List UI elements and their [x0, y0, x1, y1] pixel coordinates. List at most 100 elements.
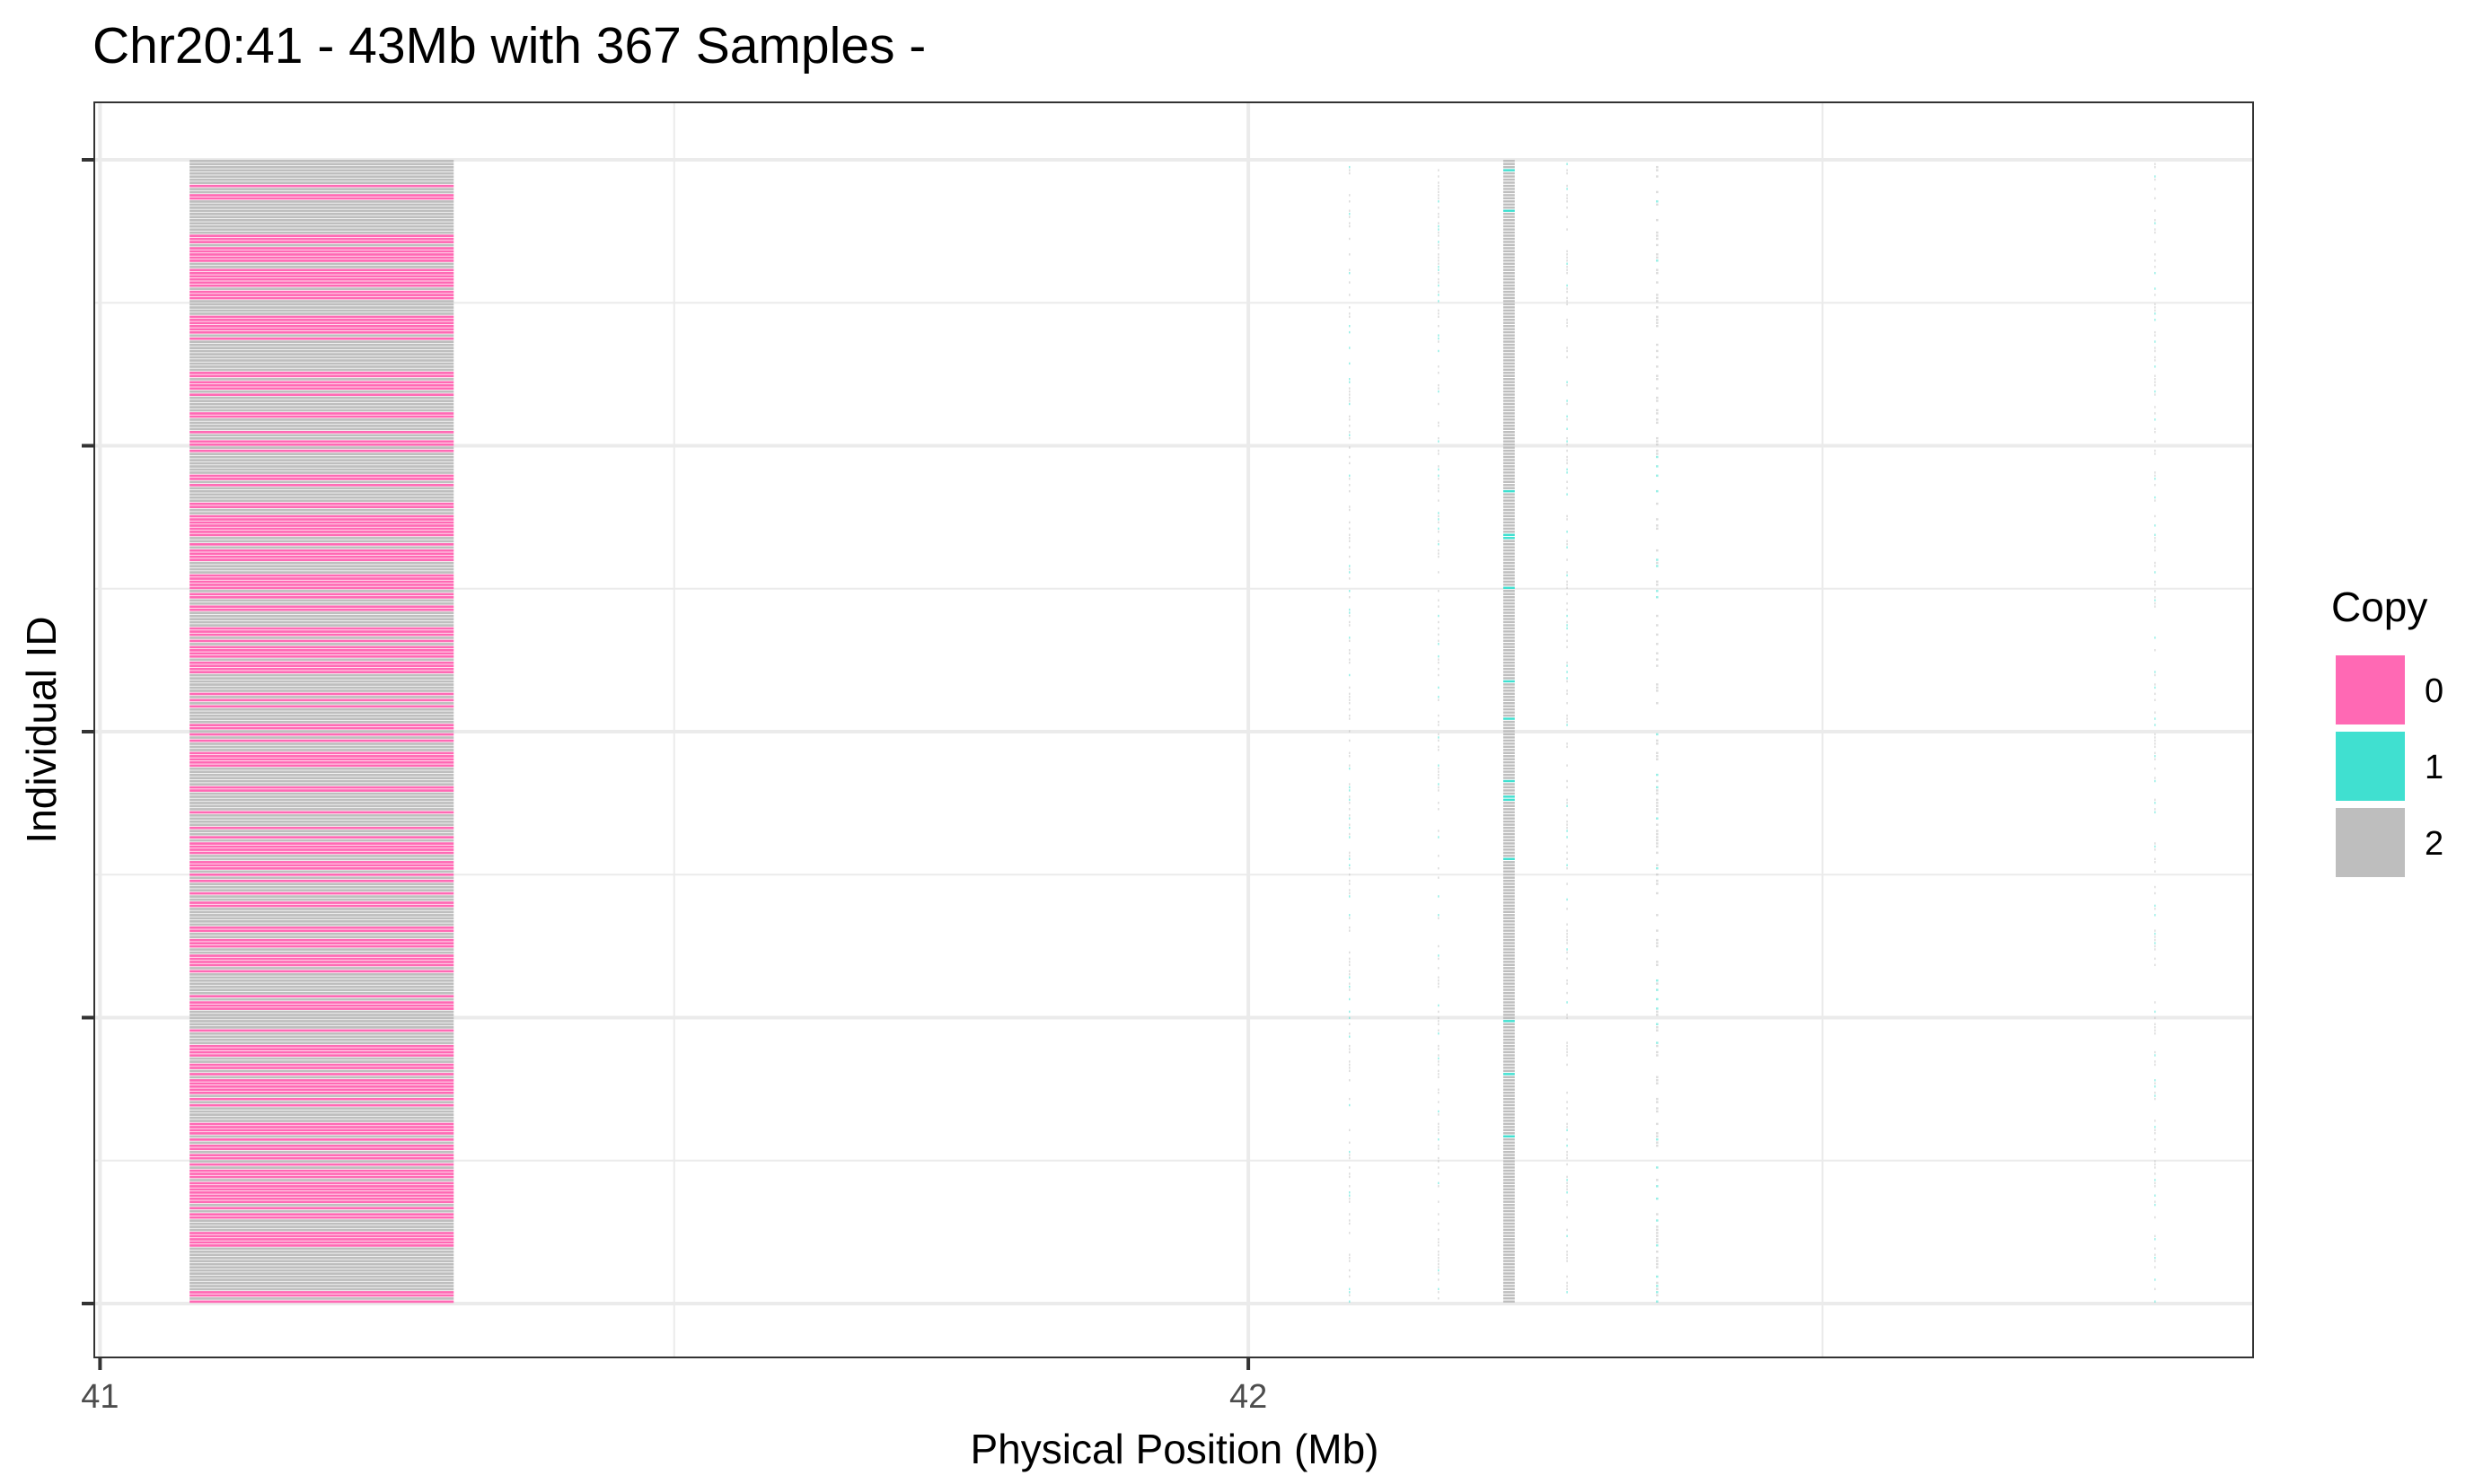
data-cell	[1349, 546, 1351, 549]
data-cell	[189, 296, 454, 300]
data-cell	[1566, 574, 1568, 577]
data-cell	[2154, 1266, 2156, 1269]
data-cell	[1502, 995, 1515, 997]
data-cell	[1502, 1113, 1515, 1116]
data-cell	[1502, 584, 1515, 586]
data-cell	[1502, 1126, 1515, 1128]
data-cell	[1566, 284, 1568, 287]
data-cell	[1349, 474, 1351, 478]
data-cell	[1349, 786, 1351, 789]
data-cell	[1349, 1172, 1351, 1175]
data-cell	[2154, 1010, 2156, 1014]
data-cell	[1502, 1297, 1515, 1300]
data-cell	[2154, 1063, 2156, 1067]
data-cell	[1502, 967, 1515, 970]
data-cell	[2154, 418, 2156, 421]
data-cell	[1502, 1234, 1515, 1238]
data-cell	[1656, 1291, 1659, 1294]
data-cell	[189, 1156, 454, 1160]
data-cell	[2154, 1247, 2156, 1250]
data-cell	[1349, 717, 1351, 720]
data-cell	[1438, 1010, 1439, 1014]
data-cell	[189, 1222, 454, 1225]
data-cell	[1349, 1044, 1351, 1048]
data-cell	[1502, 1175, 1515, 1179]
data-cell	[189, 328, 454, 331]
data-cell	[189, 1169, 454, 1172]
data-cell	[2154, 294, 2156, 296]
data-cell	[1656, 1285, 1659, 1287]
data-cell	[1502, 493, 1515, 496]
data-cell	[1656, 400, 1659, 402]
data-cell	[1438, 786, 1439, 789]
data-cell	[189, 982, 454, 986]
data-cell	[1349, 973, 1351, 976]
data-cell	[1349, 347, 1351, 349]
data-cell	[1438, 1132, 1439, 1135]
data-cell	[2154, 383, 2156, 387]
data-cell	[1656, 1300, 1659, 1303]
data-cell	[1502, 555, 1515, 558]
data-cell	[1349, 696, 1351, 698]
data-cell	[189, 1069, 454, 1073]
data-cell	[1438, 1272, 1439, 1275]
x-tick-label: 41	[81, 1378, 119, 1416]
data-cell	[1566, 162, 1568, 165]
segment-thin-line-5	[2154, 162, 2156, 1303]
data-cell	[1349, 1275, 1351, 1278]
data-cell	[189, 162, 454, 166]
data-cell	[2154, 767, 2156, 770]
data-cell	[1438, 917, 1439, 919]
data-cell	[1438, 1091, 1439, 1094]
data-cell	[1656, 702, 1659, 705]
data-cell	[2154, 1166, 2156, 1169]
data-cell	[1656, 742, 1659, 745]
data-cell	[1438, 599, 1439, 602]
data-cell	[1349, 484, 1351, 487]
data-cell	[1349, 673, 1351, 677]
data-cell	[1502, 1054, 1515, 1057]
data-cell	[1656, 1110, 1659, 1113]
data-cell	[1502, 328, 1515, 330]
data-cell	[189, 1216, 454, 1219]
data-cell	[1502, 262, 1515, 265]
data-cell	[1349, 253, 1351, 256]
data-cell	[1349, 1256, 1351, 1260]
data-cell	[2154, 751, 2156, 754]
data-cell	[1349, 1079, 1351, 1082]
data-cell	[1656, 1219, 1659, 1222]
data-cell	[1502, 1023, 1515, 1026]
data-cell	[189, 901, 454, 904]
data-cell	[1438, 957, 1439, 961]
data-cell	[1438, 661, 1439, 664]
data-cell	[1502, 627, 1515, 630]
data-cell	[1502, 908, 1515, 910]
data-cell	[2154, 349, 2156, 353]
data-cell	[1438, 733, 1439, 736]
data-cell	[189, 256, 454, 259]
data-cell	[189, 1287, 454, 1291]
data-cell	[189, 324, 454, 328]
data-cell	[1502, 1156, 1515, 1160]
data-cell	[2154, 742, 2156, 745]
data-cell	[1438, 1138, 1439, 1141]
data-cell	[1502, 861, 1515, 864]
data-cell	[2154, 1026, 2156, 1029]
data-cell	[2154, 1082, 2156, 1084]
data-cell	[189, 1110, 454, 1113]
data-cell	[189, 627, 454, 630]
data-cell	[2154, 197, 2156, 200]
data-cell	[1438, 1253, 1439, 1256]
data-cell	[1656, 356, 1659, 359]
data-cell	[1502, 845, 1515, 848]
data-cell	[1502, 362, 1515, 365]
data-cell	[2154, 533, 2156, 536]
segment-thin-line-2	[1438, 169, 1439, 1300]
data-cell	[1656, 321, 1659, 324]
data-cell	[1502, 194, 1515, 197]
data-cell	[189, 555, 454, 558]
data-cell	[2154, 549, 2156, 552]
data-cell	[1349, 714, 1351, 717]
data-cell	[1349, 271, 1351, 275]
data-cell	[1502, 512, 1515, 514]
